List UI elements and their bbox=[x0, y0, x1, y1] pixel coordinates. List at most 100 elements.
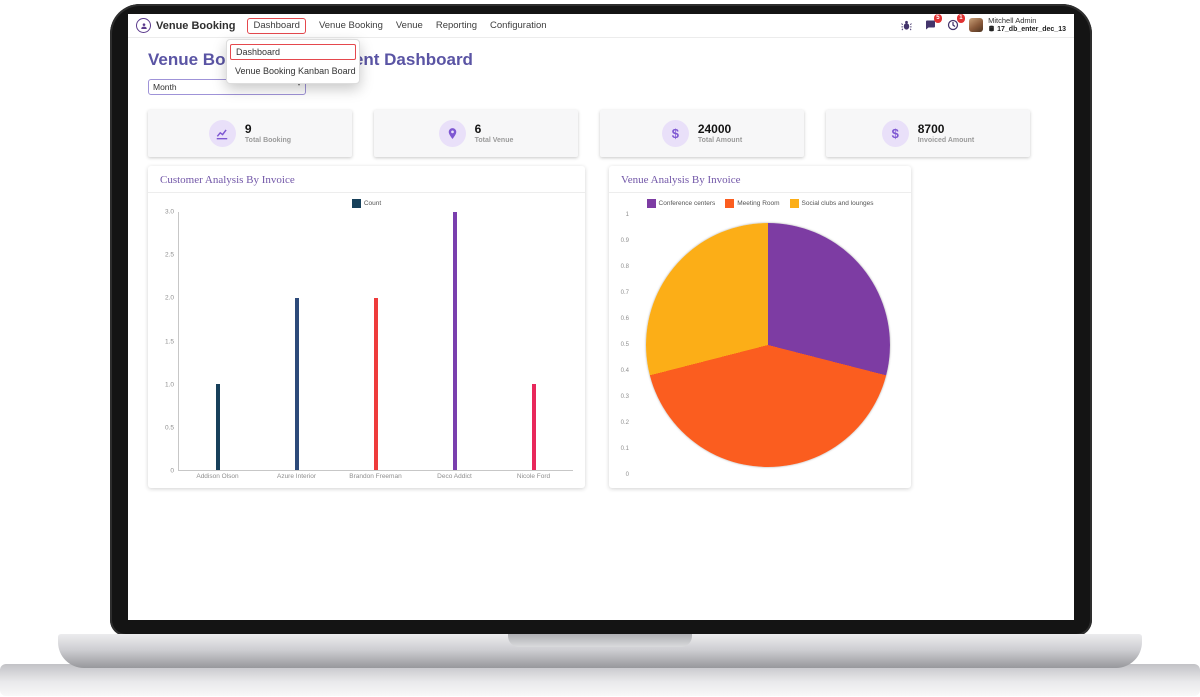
y-tick-label: 0.4 bbox=[620, 368, 629, 374]
bar-deco-addict[interactable] bbox=[452, 212, 457, 470]
menu-venue-booking[interactable]: Venue Booking bbox=[318, 20, 383, 31]
y-tick-label: 0 bbox=[625, 472, 629, 478]
menu-configuration[interactable]: Configuration bbox=[490, 20, 547, 31]
menu-reporting[interactable]: Reporting bbox=[435, 20, 478, 31]
bar-nicole-ford[interactable] bbox=[531, 384, 536, 470]
kpi-text: 9 Total Booking bbox=[245, 122, 291, 146]
kpi-total-booking: 9 Total Booking bbox=[148, 110, 352, 157]
x-category-label: Nicole Ford bbox=[516, 473, 551, 480]
pie-wrap bbox=[633, 212, 903, 478]
kpi-row: 9 Total Booking 6 Total Venue bbox=[148, 110, 1074, 157]
kpi-text: 8700 Invoiced Amount bbox=[918, 122, 975, 146]
legend-label: Social clubs and lounges bbox=[801, 200, 874, 207]
main-content: Venue Booking Management Dashboard Month… bbox=[128, 38, 1074, 488]
messages-icon[interactable]: 5 bbox=[923, 14, 943, 32]
database-icon bbox=[988, 25, 995, 35]
bar-chart-title: Customer Analysis By Invoice bbox=[148, 166, 585, 193]
kpi-invoiced-amount: $ 8700 Invoiced Amount bbox=[826, 110, 1030, 157]
location-pin-icon bbox=[438, 120, 466, 147]
bar-column bbox=[337, 212, 416, 470]
legend-swatch bbox=[646, 199, 656, 208]
y-tick-label: 0.5 bbox=[620, 342, 629, 348]
dropdown-item-kanban-board[interactable]: Venue Booking Kanban Board bbox=[235, 66, 356, 76]
x-category-label: Azure Interior bbox=[276, 473, 317, 480]
bar-plot-row: 3.0 2.5 2.0 1.5 1.0 0.5 0 bbox=[154, 209, 573, 475]
venue-analysis-card: Venue Analysis By Invoice Conference cen… bbox=[609, 166, 911, 488]
laptop-notch bbox=[508, 634, 692, 647]
bar-x-labels: Addison Olson Azure Interior Brandon Freem… bbox=[178, 471, 573, 480]
bar-legend-label: Count bbox=[363, 200, 382, 207]
bar-column bbox=[179, 212, 258, 470]
kpi-total-amount: $ 24000 Total Amount bbox=[600, 110, 804, 157]
user-name: Mitchell Admin bbox=[988, 15, 1037, 25]
dollar-icon: $ bbox=[881, 120, 909, 147]
bar-legend: Count bbox=[148, 193, 585, 210]
database-name: 17_db_enter_dec_13 bbox=[997, 25, 1066, 33]
kpi-value: 24000 bbox=[697, 121, 732, 136]
legend-item-count[interactable]: Count bbox=[351, 199, 382, 208]
kpi-total-venue: 6 Total Venue bbox=[374, 110, 578, 157]
y-tick-label: 0.3 bbox=[620, 394, 629, 400]
y-tick-label: 2.0 bbox=[164, 294, 174, 302]
pie-legend: Conference centers Meeting Room Social clu… bbox=[609, 193, 911, 210]
legend-item-conference-centers[interactable]: Conference centers bbox=[646, 199, 716, 208]
legend-item-social-clubs-and-lounges[interactable]: Social clubs and lounges bbox=[789, 199, 874, 208]
bar-azure-interior[interactable] bbox=[295, 298, 300, 470]
legend-item-meeting-room[interactable]: Meeting Room bbox=[725, 199, 780, 208]
pie-chart[interactable] bbox=[646, 223, 890, 467]
bar-addison-olson[interactable] bbox=[216, 384, 221, 470]
menu-venue[interactable]: Venue bbox=[395, 20, 423, 31]
pie-chart-area: 1 0.9 0.8 0.7 0.6 0.5 0.4 0.3 0.2 0.1 0 bbox=[609, 210, 911, 488]
systray: 5 1 Mitchell Admin bbox=[900, 14, 1066, 35]
bar-legend-swatch bbox=[351, 199, 361, 208]
app-name[interactable]: Venue Booking bbox=[156, 19, 236, 32]
kpi-label: Total Booking bbox=[244, 136, 292, 144]
pie-chart-title: Venue Analysis By Invoice bbox=[609, 166, 911, 193]
y-tick-label: 2.5 bbox=[164, 251, 174, 259]
y-tick-label: 1.5 bbox=[164, 338, 174, 345]
y-tick-label: 0 bbox=[170, 467, 174, 475]
pie-y-axis: 1 0.9 0.8 0.7 0.6 0.5 0.4 0.3 0.2 0.1 0 bbox=[615, 212, 633, 478]
app-screen: Venue Booking Dashboard Venue Booking Ve… bbox=[128, 14, 1074, 620]
bar-plot bbox=[178, 212, 573, 471]
app-brand[interactable]: Venue Booking bbox=[136, 18, 235, 33]
kpi-text: 24000 Total Amount bbox=[698, 122, 742, 146]
bar-chart-area: 3.0 2.5 2.0 1.5 1.0 0.5 0 Addison Olson Azure I… bbox=[148, 209, 585, 488]
kpi-value: 9 bbox=[244, 121, 252, 136]
dashboard-dropdown-menu: Dashboard Venue Booking Kanban Board bbox=[226, 39, 360, 84]
legend-label: Conference centers bbox=[658, 200, 716, 207]
dollar-icon: $ bbox=[661, 120, 689, 147]
laptop-shadow bbox=[0, 664, 1200, 696]
avatar[interactable] bbox=[969, 18, 984, 33]
legend-swatch bbox=[789, 199, 799, 208]
bar-brandon-freeman[interactable] bbox=[373, 298, 378, 470]
bug-icon[interactable] bbox=[900, 19, 913, 32]
y-tick-label: 0.2 bbox=[620, 420, 629, 426]
customer-analysis-card: Customer Analysis By Invoice Count 3.0 2.… bbox=[148, 166, 585, 488]
bar-column bbox=[258, 212, 337, 470]
x-category-label: Brandon Freeman bbox=[349, 473, 402, 480]
activities-clock-icon[interactable]: 1 bbox=[946, 14, 966, 32]
top-navbar: Venue Booking Dashboard Venue Booking Ve… bbox=[128, 14, 1074, 38]
y-tick-label: 0.9 bbox=[620, 238, 629, 244]
dropdown-item-dashboard[interactable]: Dashboard bbox=[230, 44, 356, 60]
charts-row: Customer Analysis By Invoice Count 3.0 2.… bbox=[148, 166, 1074, 488]
x-category-label: Deco Addict bbox=[437, 473, 472, 480]
y-tick-label: 0.7 bbox=[620, 290, 629, 296]
legend-swatch bbox=[725, 199, 735, 208]
y-tick-label: 0.1 bbox=[620, 446, 629, 452]
bar-column bbox=[494, 212, 573, 470]
bar-y-axis: 3.0 2.5 2.0 1.5 1.0 0.5 0 bbox=[154, 209, 178, 475]
legend-label: Meeting Room bbox=[737, 200, 780, 207]
kpi-value: 8700 bbox=[917, 121, 945, 136]
user-menu[interactable]: Mitchell Admin 17_db_enter_dec_13 bbox=[969, 16, 1066, 35]
activities-badge: 1 bbox=[956, 14, 966, 23]
y-tick-label: 0.8 bbox=[620, 264, 629, 270]
y-tick-label: 0.6 bbox=[620, 316, 629, 322]
user-meta: Mitchell Admin 17_db_enter_dec_13 bbox=[988, 16, 1066, 35]
kpi-value: 6 bbox=[474, 121, 482, 136]
menu-dashboard[interactable]: Dashboard bbox=[247, 17, 306, 34]
app-menu-icon[interactable] bbox=[136, 18, 151, 33]
chart-line-icon bbox=[208, 120, 236, 147]
